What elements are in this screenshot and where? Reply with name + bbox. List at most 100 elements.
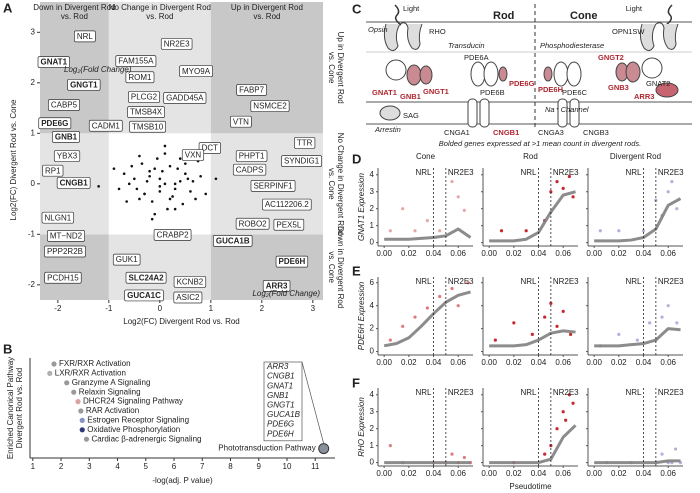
y-axis-label: Enriched Canonical Pathway [6,357,15,459]
gene-label: TTR [297,139,313,148]
gene-box [250,180,296,192]
point [145,180,149,183]
marker-label: NRL [626,277,643,286]
gnat1 [385,59,407,81]
row-header: vs. Cone [327,168,336,200]
label: GNAT1 [372,88,397,97]
pathway-label: Relaxin Signaling [79,387,141,396]
point [571,401,575,405]
gene-label: PPP2R2B [47,247,83,256]
region [108,133,211,235]
point [163,182,167,186]
x-tick-label: 0.04 [426,249,442,258]
gene-label: PDE6H [279,257,306,266]
y-tick-label: 1 [370,441,375,450]
x-tick-label: 0.02 [506,469,522,478]
gene-box [273,218,305,231]
point [648,321,652,325]
point [388,229,392,233]
x-tick-label: 0.00 [376,249,392,258]
gene-label: GUCA1C [127,291,161,300]
gene: GNB1 [267,391,289,400]
x-tick-label: 0.02 [611,469,627,478]
point [462,455,466,460]
point [189,190,192,193]
point [163,152,167,155]
gnat2 [641,57,663,79]
gene-label: SERPINF1 [253,181,293,190]
gene-box [115,55,157,67]
point [186,177,190,181]
gene-label: CADPS [236,165,264,174]
point [150,217,154,221]
y-tick-label: -2 [28,280,36,289]
x-tick-label: 0.02 [401,469,417,478]
gene-box [47,230,85,242]
point [549,190,553,194]
gene-label: NRL [77,32,94,41]
gene-label: GNB1 [55,132,78,141]
gene-box [173,291,203,304]
gene-box [44,245,86,258]
label: Opsin [368,25,388,34]
gene-label: SYNDIG1 [284,157,320,166]
x-tick-label: 3 [87,462,92,471]
point [138,154,141,158]
point [178,157,182,160]
trend-line [489,190,576,243]
gene-box [112,253,141,266]
gene-label: GUK1 [116,255,138,264]
point [571,195,575,199]
dot [51,361,57,367]
gene-box [160,38,193,50]
marker-label: NR2E3 [448,388,474,397]
trend-line [594,459,681,465]
point [561,309,565,314]
marker-label: NR2E3 [448,168,474,177]
gene-label: VTN [233,117,249,126]
gene-box [74,30,96,43]
gene-box [232,163,267,176]
point [666,190,670,194]
x-tick-label: 0.06 [555,469,571,478]
row-header: vs. Cone [327,251,336,283]
gene-label: KCNB2 [177,277,204,286]
dot [47,370,53,376]
y-axis-label: GNAT1 Expression [357,173,366,241]
gene-label: GNGT1 [70,80,98,89]
gene-box [236,84,267,96]
x-axis-label: Log2(FC) Divergent Rod vs. Rod [123,317,240,326]
gene-box [179,65,213,78]
marker-label: NR2E3 [658,277,684,286]
point [466,281,470,285]
gene-label: ARR3 [266,281,288,290]
gene-label: PLCG2 [131,93,158,102]
column-header: Up in Divergent Rod [231,3,303,12]
column-header: vs. Rod [61,12,88,21]
point [140,162,144,165]
point [530,332,534,336]
point [161,169,164,173]
x-tick-label: 9 [257,462,262,471]
label: Rod [493,10,514,22]
gene-box [42,164,64,177]
label: Light [403,4,420,13]
pathway-diagram: Light Rod Cone Light Opsin RHO OPN1SW Tr… [366,4,692,148]
point [666,304,670,308]
dot [78,408,84,414]
dot [83,436,90,442]
pathway-label: Granzyme A Signaling [72,378,151,387]
light-arrow [665,4,673,26]
sag [379,105,401,121]
gene-label: ASIC2 [176,293,200,302]
point [138,197,141,201]
point [204,192,208,196]
note: Bolded genes expressed at >1 mean count … [439,139,641,148]
y-tick-label: 4 [370,301,375,310]
gene-label: MYO9A [182,67,211,76]
column-header: vs. Rod [253,12,280,21]
point [438,294,442,299]
label: GNAT2 [646,79,670,88]
point [499,229,504,233]
